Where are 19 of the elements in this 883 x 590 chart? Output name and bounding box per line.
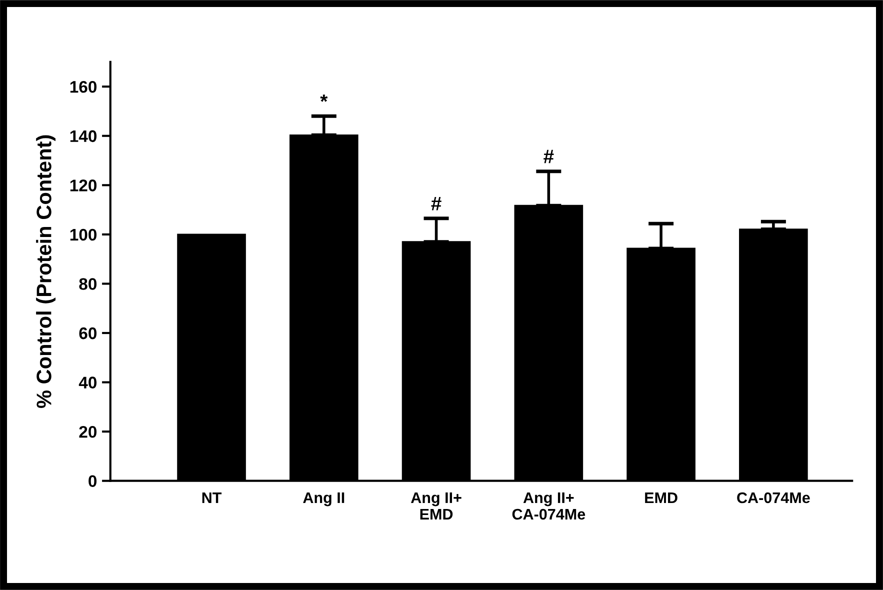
y-tick-label: 40 [78,376,96,388]
x-tick-label: Ang II+ CA-074Me [512,492,586,520]
x-tick-label: EMD [645,492,678,504]
y-tick-label: 80 [79,278,96,290]
x-tick-label: Ang II+ EMD [410,492,462,520]
y-tick-label: 60 [79,327,96,340]
annotation: # [544,150,554,164]
x-tick-label: Ang II [303,492,344,506]
x-tick-label: NT [202,492,222,504]
x-tick-label: CA-074Me [737,492,810,504]
y-tick-label: 0 [88,475,96,488]
y-tick-label: 120 [70,180,96,192]
y-tick-label: 140 [70,130,96,142]
annotation: * [320,94,328,102]
y-tick-label: 100 [70,228,96,241]
y-axis-title: % Control (Protein Content) [36,135,56,408]
annotation: # [431,196,442,210]
y-tick-label: 160 [70,80,96,93]
y-tick-label: 20 [79,426,96,438]
